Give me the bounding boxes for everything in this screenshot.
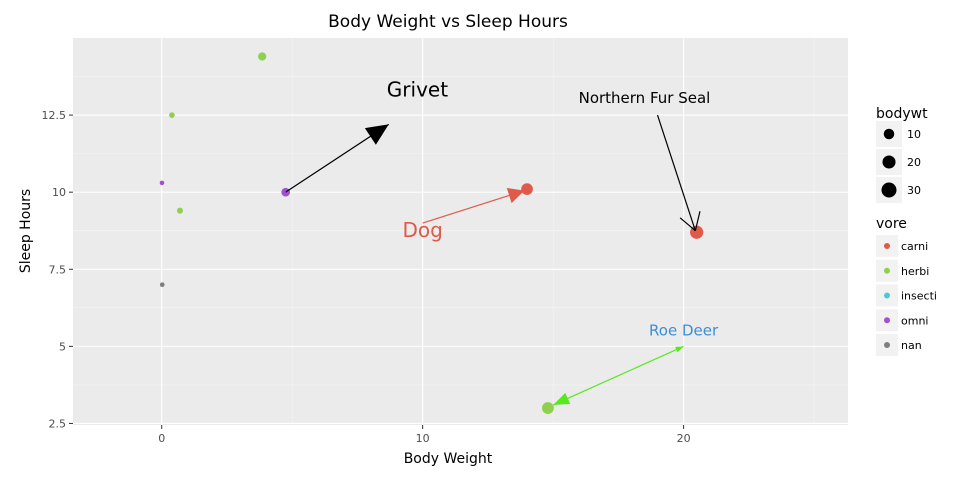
legend-color-label: carni [901,240,928,253]
data-point [159,180,165,186]
data-point [521,183,533,195]
data-point [176,207,183,214]
y-tick-label: 7.5 [49,263,67,276]
legend-size-label: 10 [907,128,921,141]
y-tick-label: 5 [59,340,66,353]
legend-color-marker [884,243,890,249]
annotations: Grivet Dog Northern Fur Seal Roe Deer [285,78,719,406]
y-tick-label: 10 [52,186,66,199]
plot-panel [73,38,848,425]
annotation-label: Dog [402,218,442,242]
data-point [159,282,165,288]
legend-color-marker [884,317,890,324]
x-axis-title: Body Weight [404,451,493,467]
legend-size-marker [882,155,896,169]
annotation-label: Grivet [387,78,448,102]
y-axis-title: Sleep Hours [18,189,34,273]
y-tick-label: 2.5 [49,417,67,430]
annotation-arrow [656,114,696,231]
legend-color-marker [884,342,890,348]
annotation-arrowhead [553,392,571,405]
x-tick-label: 20 [677,432,691,445]
legend-size-marker [883,128,895,140]
legend-color-title: vore [876,216,907,232]
annotation-arrowhead [694,211,701,231]
minor-gridlines [73,38,848,425]
legend-size-title: bodywt [876,106,928,122]
legend-color-label: herbi [901,265,929,278]
chart-title: Body Weight vs Sleep Hours [328,12,568,32]
annotation-arrowhead [679,217,696,232]
data-point [169,112,175,118]
annotation-arrowhead [506,187,525,204]
annotation-label: Roe Deer [649,322,719,340]
major-gridlines [73,38,848,425]
annotation-arrowhead [364,124,389,145]
annotation-arrowhead [675,346,684,353]
x-tick-label: 0 [158,432,165,445]
annotation-arrow [422,190,525,224]
x-tick-label: 10 [416,432,430,445]
annotation-arrow [552,345,684,406]
legend-color-label: omni [901,314,928,327]
legend-size-marker [881,182,897,198]
y-tick-label: 12.5 [42,109,67,122]
legend-color-marker [884,267,890,274]
annotation-label: Northern Fur Seal [579,89,711,107]
legend-color-label: insecti [901,290,937,303]
legend: bodywt 10 20 30 vore carni herbi insecti omni nan [876,106,937,356]
legend-color-marker [884,292,890,299]
axis-ticks: 0 10 20 2.5 5 7.5 10 12.5 [42,109,691,445]
data-point [258,52,267,61]
data-point [541,402,554,414]
legend-size-label: 20 [907,156,921,169]
legend-size-label: 30 [907,184,921,197]
legend-color-label: nan [901,339,922,352]
